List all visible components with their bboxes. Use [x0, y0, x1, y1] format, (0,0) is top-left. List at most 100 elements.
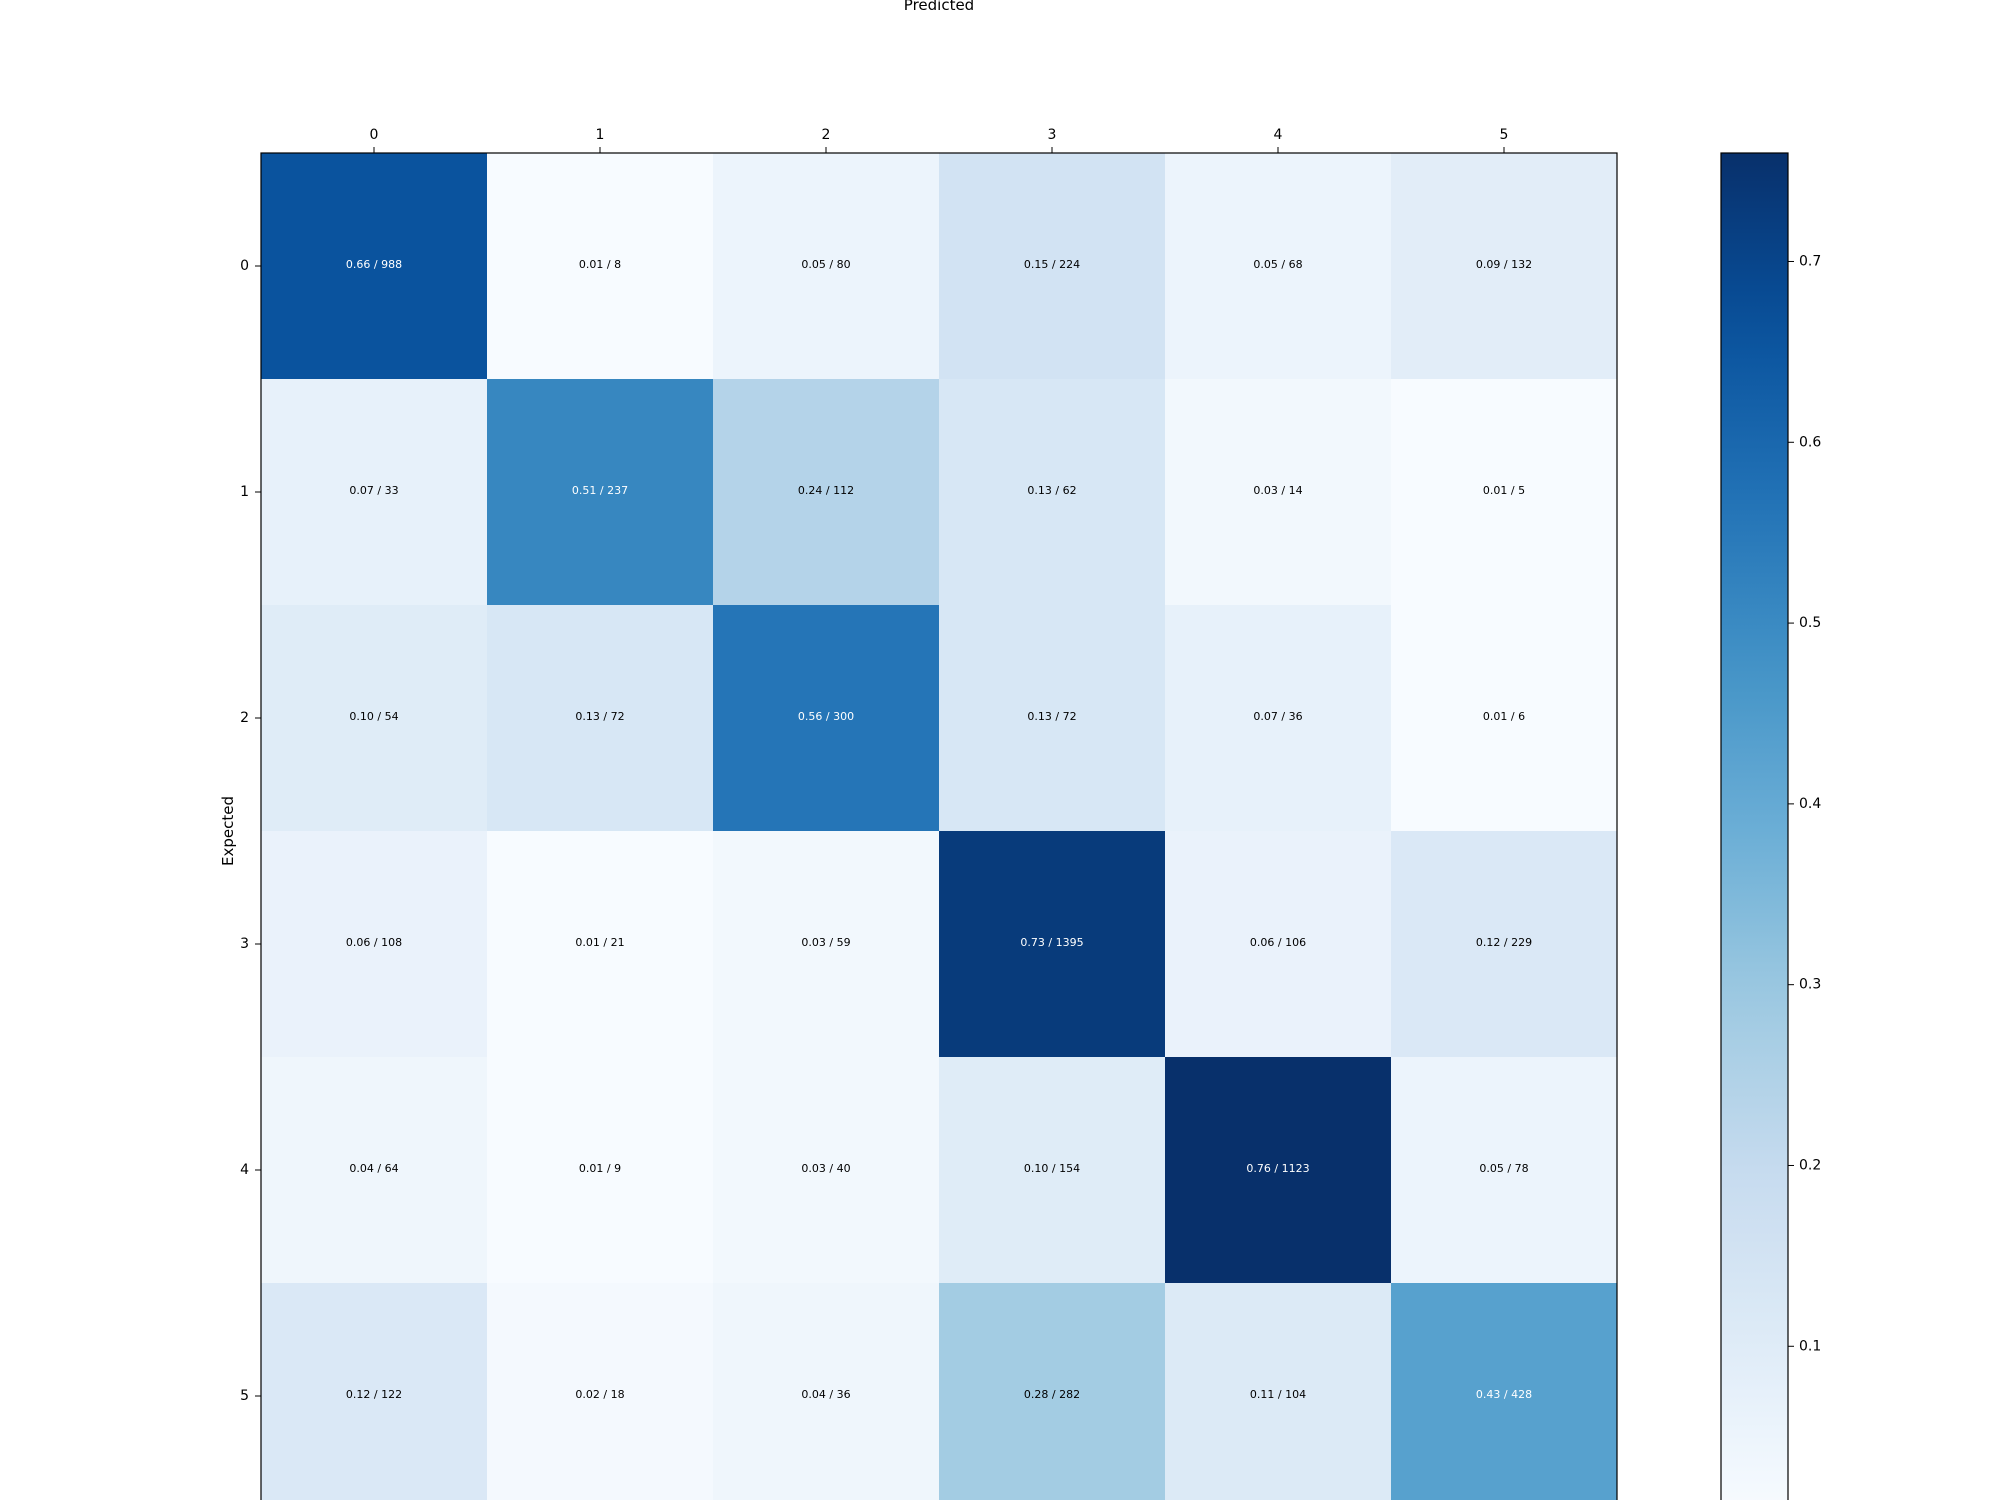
y-tick-label: 1	[240, 484, 249, 500]
heatmap-cell	[487, 379, 714, 606]
cell-value-label: 0.03 / 59	[801, 936, 850, 949]
colorbar-gradient	[1720, 152, 1789, 1500]
cell-value-label: 0.05 / 80	[801, 258, 850, 271]
heatmap-cell	[713, 831, 940, 1058]
heatmap-cell	[939, 605, 1166, 832]
cell-value-label: 0.06 / 108	[346, 936, 402, 949]
heatmap-cell	[1391, 1283, 1618, 1500]
heatmap-cell	[261, 831, 488, 1058]
heatmap-cell-labels: 0.66 / 988 0.01 / 8 0.05 / 80 0.15 / 224 0.0…	[346, 258, 1532, 1401]
cell-value-label: 0.04 / 64	[349, 1162, 398, 1175]
heatmap-cell	[261, 1057, 488, 1284]
cell-value-label: 0.12 / 122	[346, 1388, 402, 1401]
x-tick-label: 3	[1048, 127, 1057, 143]
cell-value-label: 0.05 / 68	[1253, 258, 1302, 271]
cell-value-label: 0.07 / 36	[1253, 710, 1302, 723]
colorbar-tick-label: 0.1	[1799, 1338, 1821, 1354]
y-tick-label: 0	[240, 258, 249, 274]
y-tick-label: 3	[240, 936, 249, 952]
y-axis-title: Expected	[219, 796, 237, 866]
cell-value-label: 0.01 / 21	[575, 936, 624, 949]
heatmap-cell	[261, 605, 488, 832]
cell-value-label: 0.04 / 36	[801, 1388, 850, 1401]
cell-value-label: 0.06 / 106	[1250, 936, 1306, 949]
heatmap-cell	[1391, 379, 1618, 606]
cell-value-label: 0.51 / 237	[572, 484, 628, 497]
heatmap-cell	[487, 1057, 714, 1284]
heatmap-cells	[261, 153, 1618, 1500]
cell-value-label: 0.10 / 154	[1024, 1162, 1080, 1175]
heatmap-cell	[1165, 1057, 1392, 1284]
colorbar: 0.1 0.2 0.3 0.4 0.5 0.6 0.7	[1720, 152, 1821, 1500]
y-tick-label: 5	[240, 1388, 249, 1404]
cell-value-label: 0.43 / 428	[1476, 1388, 1532, 1401]
x-tick-label: 5	[1500, 127, 1509, 143]
cell-value-label: 0.01 / 6	[1483, 710, 1525, 723]
heatmap-cell	[713, 1283, 940, 1500]
heatmap-cell	[939, 153, 1166, 380]
cell-value-label: 0.28 / 282	[1024, 1388, 1080, 1401]
heatmap-cell	[1391, 831, 1618, 1058]
heatmap-cell	[487, 831, 714, 1058]
heatmap-cell	[261, 379, 488, 606]
x-tick-label: 0	[370, 127, 379, 143]
heatmap-cell	[1391, 153, 1618, 380]
cell-value-label: 0.02 / 18	[575, 1388, 624, 1401]
heatmap-cell	[487, 605, 714, 832]
cell-value-label: 0.76 / 1123	[1246, 1162, 1309, 1175]
y-tick-label: 4	[240, 1162, 249, 1178]
heatmap-cell	[261, 1283, 488, 1500]
heatmap-cell	[713, 605, 940, 832]
cell-value-label: 0.10 / 54	[349, 710, 398, 723]
cell-value-label: 0.03 / 40	[801, 1162, 850, 1175]
heatmap-cell	[487, 153, 714, 380]
cell-value-label: 0.01 / 9	[579, 1162, 621, 1175]
x-tick-label: 1	[596, 127, 605, 143]
x-tick-label: 4	[1274, 127, 1283, 143]
cell-value-label: 0.13 / 72	[1027, 710, 1076, 723]
x-axis-ticks: 0 1 2 3 4 5	[370, 127, 1509, 153]
heatmap-cell	[261, 153, 488, 380]
heatmap-cell	[1391, 605, 1618, 832]
heatmap-cell	[1165, 1283, 1392, 1500]
y-axis-ticks: 0 1 2 3 4 5	[240, 258, 261, 1404]
heatmap-cell	[713, 379, 940, 606]
colorbar-tick-label: 0.6	[1799, 434, 1821, 450]
cell-value-label: 0.24 / 112	[798, 484, 854, 497]
x-tick-label: 2	[822, 127, 831, 143]
cell-value-label: 0.01 / 8	[579, 258, 621, 271]
cell-value-label: 0.15 / 224	[1024, 258, 1080, 271]
cell-value-label: 0.11 / 104	[1250, 1388, 1306, 1401]
heatmap-cell	[1165, 153, 1392, 380]
cell-value-label: 0.73 / 1395	[1020, 936, 1083, 949]
colorbar-tick-label: 0.2	[1799, 1157, 1821, 1173]
cell-value-label: 0.66 / 988	[346, 258, 402, 271]
heatmap-cell	[1165, 605, 1392, 832]
cell-value-label: 0.07 / 33	[349, 484, 398, 497]
y-tick-label: 2	[240, 710, 249, 726]
heatmap-cell	[487, 1283, 714, 1500]
heatmap-cell	[939, 1283, 1166, 1500]
cell-value-label: 0.03 / 14	[1253, 484, 1302, 497]
cell-value-label: 0.01 / 5	[1483, 484, 1525, 497]
colorbar-tick-label: 0.7	[1799, 253, 1821, 269]
heatmap-cell	[939, 379, 1166, 606]
heatmap-cell	[713, 1057, 940, 1284]
cell-value-label: 0.12 / 229	[1476, 936, 1532, 949]
heatmap-cell	[713, 153, 940, 380]
cell-value-label: 0.56 / 300	[798, 710, 854, 723]
cell-value-label: 0.09 / 132	[1476, 258, 1532, 271]
heatmap-cell	[1165, 831, 1392, 1058]
heatmap-frame	[260, 152, 1618, 1500]
colorbar-tick-label: 0.5	[1799, 615, 1821, 631]
x-axis-title: Predicted	[904, 0, 974, 14]
cell-value-label: 0.05 / 78	[1479, 1162, 1528, 1175]
heatmap-cell	[1165, 379, 1392, 606]
cell-value-label: 0.13 / 62	[1027, 484, 1076, 497]
heatmap-cell	[939, 1057, 1166, 1284]
colorbar-tick-label: 0.4	[1799, 796, 1821, 812]
heatmap-cell	[1391, 1057, 1618, 1284]
cell-value-label: 0.13 / 72	[575, 710, 624, 723]
heatmap-cell	[939, 831, 1166, 1058]
